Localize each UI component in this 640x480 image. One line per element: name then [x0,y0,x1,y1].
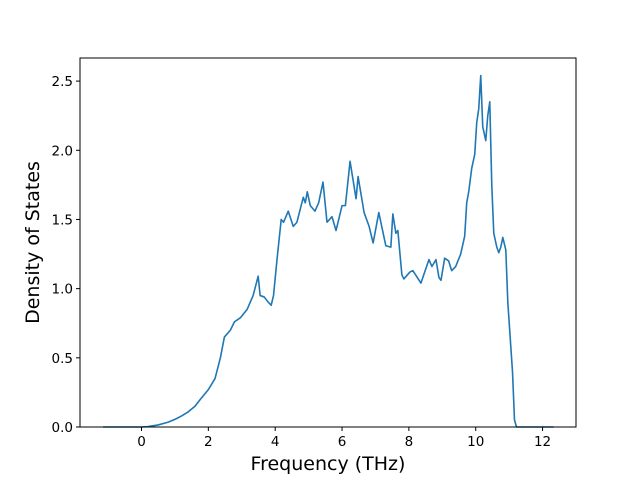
y-tick-label: 1.0 [52,282,73,298]
y-tick-label: 0.0 [52,420,73,436]
x-tick-label: 2 [204,434,213,450]
dos-line [103,74,554,428]
x-tick-label: 8 [405,434,414,450]
x-tick-label: 4 [271,434,280,450]
x-tick-label: 0 [137,434,146,450]
x-tick-label: 6 [338,434,347,450]
axes-frame [79,57,577,428]
y-axis-label: Density of States [22,161,44,324]
x-axis-label: Frequency (THz) [251,453,406,475]
x-tick-label: 12 [534,434,551,450]
y-tick-label: 0.5 [52,351,73,367]
y-tick-label: 2.5 [52,74,73,90]
plot-area [103,74,554,428]
y-tick-label: 1.5 [52,212,73,228]
x-tick-label: 10 [467,434,484,450]
y-tick-label: 2.0 [52,143,73,159]
